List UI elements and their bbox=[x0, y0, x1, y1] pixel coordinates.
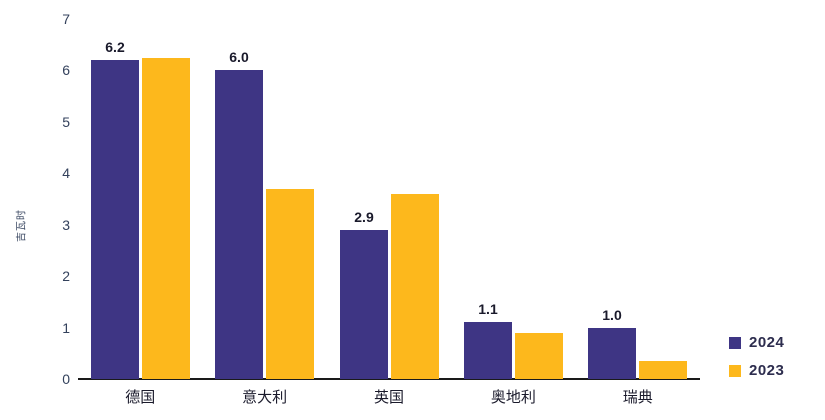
bar-2023-3 bbox=[515, 333, 563, 379]
x-label-1: 意大利 bbox=[242, 389, 288, 406]
y-tick-1: 1 bbox=[62, 319, 70, 336]
x-label-2: 英国 bbox=[373, 389, 404, 406]
legend-item-2023: 2023 bbox=[729, 362, 784, 379]
bar-2023-4 bbox=[639, 361, 687, 379]
y-tick-6: 6 bbox=[62, 62, 70, 79]
bar-2024-4 bbox=[588, 328, 636, 379]
y-axis-title: 吉瓦时 bbox=[16, 209, 28, 242]
bar-2023-2 bbox=[391, 194, 439, 379]
y-tick-4: 4 bbox=[62, 165, 70, 182]
x-label-0: 德国 bbox=[125, 389, 156, 406]
y-tick-5: 5 bbox=[62, 113, 70, 130]
legend-item-2024: 2024 bbox=[729, 334, 784, 351]
y-tick-3: 3 bbox=[62, 216, 70, 233]
legend-swatch-2023 bbox=[729, 364, 741, 377]
bar-2023-1 bbox=[266, 189, 314, 379]
data-label-2024-3: 1.1 bbox=[478, 301, 498, 317]
bar-2024-1 bbox=[215, 70, 263, 379]
y-tick-0: 0 bbox=[62, 371, 70, 387]
x-label-4: 瑞典 bbox=[622, 389, 653, 406]
legend-label-2023: 2023 bbox=[749, 362, 785, 379]
legend-swatch-2024 bbox=[729, 336, 741, 349]
plot-area bbox=[78, 19, 700, 380]
data-label-2024-2: 2.9 bbox=[354, 209, 374, 225]
legend-label-2024: 2024 bbox=[749, 334, 785, 351]
bar-2023-0 bbox=[142, 58, 190, 379]
x-axis-line bbox=[78, 378, 700, 380]
bar-2024-3 bbox=[464, 322, 512, 379]
bar-2024-2 bbox=[340, 230, 388, 379]
data-label-2024-0: 6.2 bbox=[105, 39, 125, 55]
data-label-2024-4: 1.0 bbox=[602, 307, 622, 323]
data-label-2024-1: 6.0 bbox=[229, 49, 249, 65]
y-tick-2: 2 bbox=[62, 268, 70, 285]
y-tick-7: 7 bbox=[62, 11, 70, 27]
chart-legend: 2024 2023 bbox=[729, 334, 784, 390]
x-label-3: 奥地利 bbox=[490, 389, 536, 406]
bar-2024-0 bbox=[91, 60, 139, 379]
